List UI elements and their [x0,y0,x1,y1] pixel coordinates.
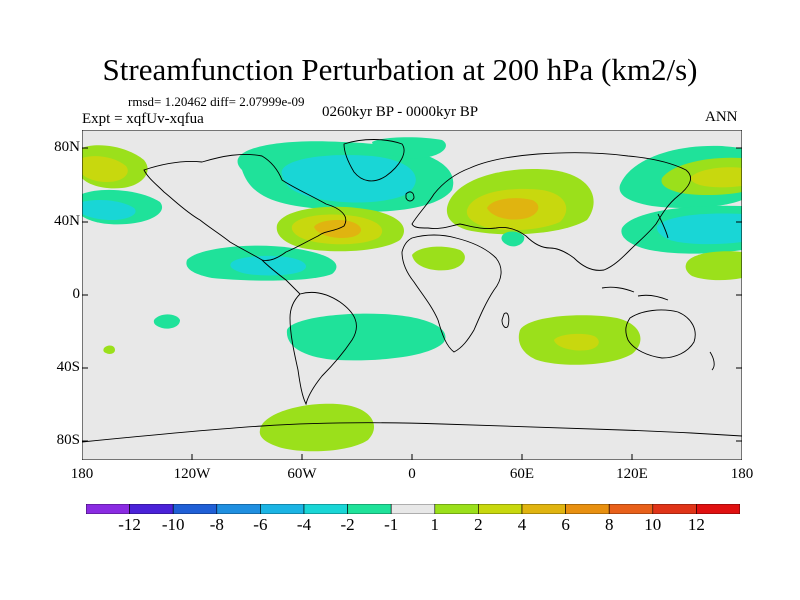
colorbar-label: 4 [517,515,527,534]
colorbar-label: -8 [209,515,224,534]
colorbar-label: -2 [340,515,355,534]
contour-neg-south-atlantic [286,313,446,361]
contour-pos-sahara [412,246,465,271]
coastline-greenland [343,139,405,182]
colorbar-swatch [217,504,261,514]
coastline-eurasia [411,152,691,271]
lon-label-180-right: 180 [730,466,754,482]
colorbar-swatch [260,504,304,514]
lon-label-60w: 60W [287,466,317,482]
coastline-south-america [289,291,357,406]
colorbar-label: 10 [644,515,662,534]
lon-label-0: 0 [408,466,416,482]
lon-label-180-left: 180 [70,466,94,482]
contour-neg-south-pacific-small [153,314,180,329]
rmsd-diff-text: rmsd= 1.20462 diff= 2.07999e-09 [128,94,305,109]
colorbar-swatch [348,504,392,514]
colorbar [86,504,740,514]
coastline-indonesia [601,286,669,301]
colorbar-swatch [391,504,435,514]
colorbar-swatch [653,504,697,514]
contour-pos-antarctic [259,403,375,452]
coastline-uk [405,191,415,202]
colorbar-label: -4 [296,515,312,534]
colorbar-swatch [304,504,348,514]
colorbar-label: 1 [430,515,440,534]
contour-pos-south-pacific-dot [103,345,115,354]
axis-ticks [82,147,742,460]
contour-neg-pacific-band-inner [82,200,136,220]
contour-pos-wpac-tropics [685,251,742,281]
contour-neg-greenland [372,137,446,159]
colorbar-label: -12 [118,515,141,534]
period-label: 0260kyr BP - 0000kyr BP [322,104,479,120]
lat-label-0: 0 [72,286,81,302]
coastline-new-zealand [709,351,715,371]
coastlines [82,139,742,443]
experiment-label: Expt = xqfUv-xqfua [82,111,204,127]
colorbar-label: -1 [384,515,399,534]
colorbar-label: -6 [253,515,268,534]
colorbar-label: 12 [687,515,705,534]
contour-pos-indian-ocean-inner [554,333,599,351]
lon-label-120e: 120E [616,466,648,482]
map-plot [82,130,742,460]
lat-label-40n: 40N [54,213,80,229]
coastline-antarctica [82,422,742,443]
lat-label-40s: 40S [56,359,80,375]
colorbar-label: 8 [604,515,614,534]
colorbar-label: 2 [474,515,483,534]
coastline-africa [401,234,502,353]
contour-fills [82,137,742,452]
lon-label-120w: 120W [173,466,211,482]
coastline-north-america [143,153,347,261]
colorbar-swatch [130,504,174,514]
colorbar-swatch [609,504,653,514]
colorbar-swatch [522,504,566,514]
lon-label-60e: 60E [509,466,535,482]
colorbar-swatch [86,504,130,514]
coastline-central-america [261,259,301,295]
lat-label-80n: 80N [54,139,80,155]
contour-neg-north-america-inner [281,154,416,203]
contour-neg-arabia [501,231,525,247]
colorbar-swatch [696,504,740,514]
lat-label-80s: 80S [56,432,80,448]
season-label: ANN [705,109,738,125]
contour-pos-npacific-east-core [690,167,742,188]
colorbar-label: 6 [561,515,570,534]
colorbar-label: -10 [161,515,185,534]
colorbar-swatch [173,504,217,514]
colorbar-swatch [478,504,522,514]
contour-pos-npacific-west-inner [82,156,128,182]
coastline-japan [657,213,669,239]
coastline-madagascar [501,312,510,329]
colorbar-swatch [435,504,479,514]
contour-pos-eurasia-core [487,198,539,220]
contour-neg-westpac-inner [656,213,742,245]
colorbar-swatch [566,504,610,514]
plot-title: Streamfunction Perturbation at 200 hPa (… [102,52,698,87]
coastline-australia [625,309,696,359]
